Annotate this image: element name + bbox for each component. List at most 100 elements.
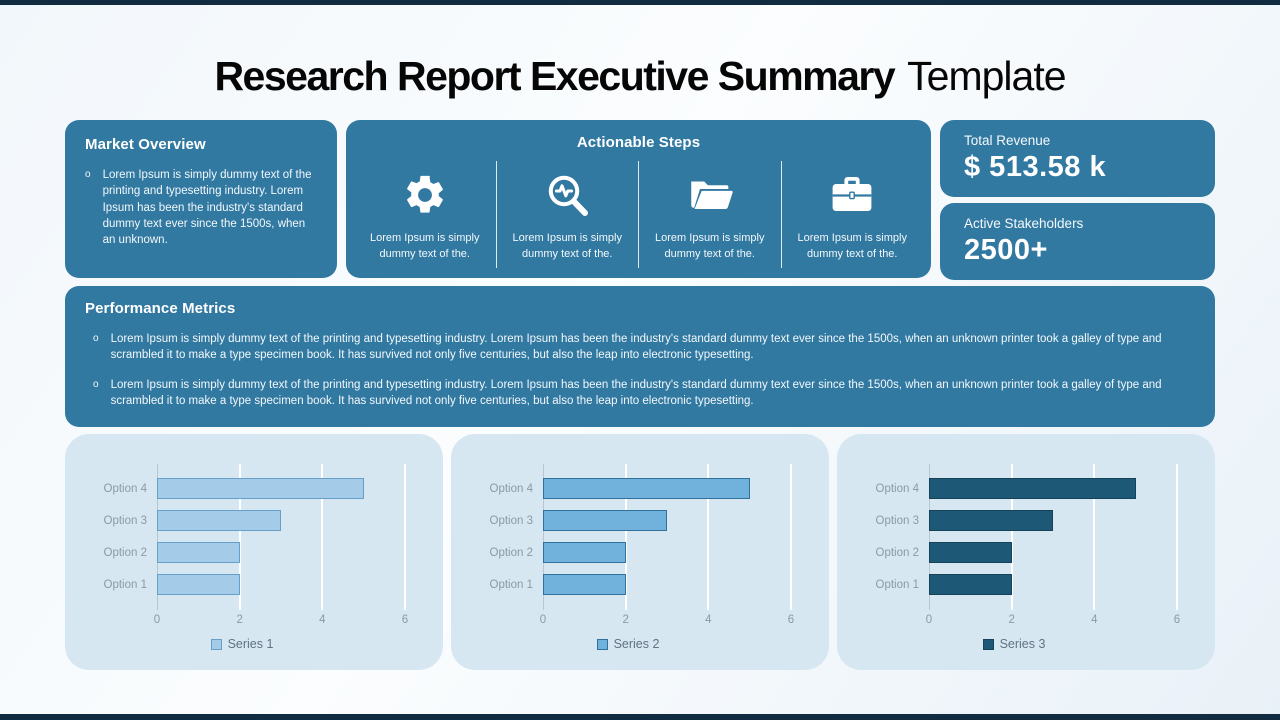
top-edge-bar bbox=[0, 0, 1280, 5]
page-title-suffix: Template bbox=[907, 53, 1066, 99]
bottom-edge-bar bbox=[0, 714, 1280, 720]
category-label: Option 2 bbox=[489, 547, 533, 559]
bullet-marker: o bbox=[93, 333, 99, 344]
tick-label: 0 bbox=[539, 614, 547, 626]
tick-label: 0 bbox=[153, 614, 161, 626]
bar-track bbox=[543, 505, 791, 537]
tick-label: 6 bbox=[401, 614, 409, 626]
x-axis-ticks: 0 2 4 6 bbox=[153, 610, 409, 630]
bullet-marker: o bbox=[93, 378, 99, 390]
category-label: Option 4 bbox=[103, 483, 147, 495]
bar bbox=[157, 478, 364, 499]
gear-icon bbox=[402, 169, 448, 221]
open-folder-icon bbox=[685, 169, 735, 221]
gridline bbox=[624, 464, 627, 610]
tick-label: 2 bbox=[622, 614, 629, 626]
performance-metrics-heading: Performance Metrics bbox=[85, 300, 236, 317]
tick-label: 6 bbox=[1173, 614, 1181, 626]
kpi-label: Total Revenue bbox=[964, 133, 1051, 148]
total-revenue-card: Total Revenue $ 513.58 k bbox=[940, 120, 1215, 197]
legend-label: Series 1 bbox=[227, 637, 274, 651]
bar-track bbox=[543, 569, 791, 601]
chart-legend: Series 2 bbox=[465, 632, 791, 656]
bar bbox=[929, 510, 1053, 531]
bar-track bbox=[157, 473, 405, 505]
bar bbox=[929, 574, 1012, 595]
performance-metrics-card: Performance Metrics o Lorem Ipsum is sim… bbox=[65, 286, 1215, 427]
bar-track bbox=[157, 537, 405, 569]
bar bbox=[157, 510, 281, 531]
y-axis-line bbox=[543, 464, 544, 610]
briefcase-icon bbox=[828, 169, 876, 221]
step-text: Lorem Ipsum is simply dummy text of the. bbox=[655, 232, 765, 260]
chart-card: Option 4 Option 3 Option 2 Option 1 0 2 4 6 Se… bbox=[837, 434, 1215, 670]
y-axis-line bbox=[929, 464, 930, 610]
tick-label: 2 bbox=[236, 614, 243, 626]
active-stakeholders-card: Active Stakeholders 2500+ bbox=[940, 203, 1215, 280]
bar-track bbox=[543, 537, 791, 569]
step-text: Lorem Ipsum is simply dummy text of the. bbox=[797, 232, 907, 260]
performance-metrics-text: Lorem Ipsum is simply dummy text of the … bbox=[110, 333, 1162, 362]
gridline bbox=[238, 464, 241, 610]
bar-track bbox=[157, 505, 405, 537]
tick-label: 4 bbox=[705, 614, 712, 626]
category-label: Option 1 bbox=[489, 579, 533, 591]
bar bbox=[543, 510, 667, 531]
search-analytics-icon bbox=[543, 169, 591, 221]
gridline bbox=[1176, 464, 1178, 610]
legend-swatch bbox=[210, 638, 222, 650]
tick-label: 4 bbox=[319, 614, 326, 626]
tick-label: 0 bbox=[925, 614, 933, 626]
plot-wrap: Option 4 Option 3 Option 2 Option 1 bbox=[79, 464, 406, 610]
legend-swatch bbox=[982, 638, 994, 650]
gridline bbox=[707, 464, 710, 610]
step-text: Lorem Ipsum is simply dummy text of the. bbox=[512, 232, 622, 260]
top-row: Market Overview o Lorem Ipsum is simply … bbox=[65, 120, 1215, 280]
tick-label: 2 bbox=[1008, 614, 1015, 626]
actionable-steps-heading: Actionable Steps bbox=[576, 134, 701, 151]
kpi-column: Total Revenue $ 513.58 k Active Stakehol… bbox=[940, 120, 1215, 280]
x-axis-ticks: 0 2 4 6 bbox=[925, 610, 1181, 630]
gridline bbox=[790, 464, 792, 610]
category-label: Option 3 bbox=[875, 515, 919, 527]
bar-track bbox=[543, 473, 791, 505]
tick-label: 6 bbox=[787, 614, 795, 626]
bar-track bbox=[929, 569, 1177, 601]
page-title: Research Report Executive Summary Templat… bbox=[65, 53, 1215, 100]
plot-area bbox=[157, 464, 406, 610]
legend-label: Series 2 bbox=[613, 637, 660, 651]
category-label: Option 3 bbox=[103, 515, 147, 527]
gridline bbox=[321, 464, 324, 610]
kpi-value: 2500+ bbox=[964, 234, 1048, 266]
bar-track bbox=[929, 505, 1177, 537]
bar bbox=[157, 542, 240, 563]
actionable-steps-card: Actionable Steps Lorem Ipsum is simply d… bbox=[346, 120, 931, 278]
page-title-main: Research Report Executive Summary bbox=[214, 53, 895, 99]
kpi-value: $ 513.58 k bbox=[964, 151, 1107, 183]
chart-legend: Series 3 bbox=[851, 632, 1177, 656]
bar bbox=[543, 574, 626, 595]
plot-wrap: Option 4 Option 3 Option 2 Option 1 bbox=[851, 464, 1178, 610]
bar-track bbox=[157, 569, 405, 601]
bar-track bbox=[929, 537, 1177, 569]
tick-label: 4 bbox=[1091, 614, 1098, 626]
legend-swatch bbox=[596, 638, 608, 650]
slide: Research Report Executive Summary Templat… bbox=[0, 5, 1280, 714]
category-labels: Option 4 Option 3 Option 2 Option 1 bbox=[79, 464, 157, 610]
gridline bbox=[1010, 464, 1013, 610]
performance-metrics-bullet: o Lorem Ipsum is simply dummy text of th… bbox=[85, 331, 1187, 364]
bar bbox=[929, 542, 1012, 563]
chart-card: Option 4 Option 3 Option 2 Option 1 0 2 4 6 Se… bbox=[65, 434, 443, 670]
category-label: Option 2 bbox=[103, 547, 147, 559]
category-labels: Option 4 Option 3 Option 2 Option 1 bbox=[851, 464, 929, 610]
category-label: Option 4 bbox=[875, 483, 919, 495]
category-label: Option 2 bbox=[875, 547, 919, 559]
step-item: Lorem Ipsum is simply dummy text of the. bbox=[354, 161, 496, 268]
y-axis-line bbox=[157, 464, 158, 610]
bar bbox=[543, 478, 750, 499]
bar bbox=[157, 574, 240, 595]
bar bbox=[929, 478, 1136, 499]
category-label: Option 4 bbox=[489, 483, 533, 495]
category-label: Option 1 bbox=[103, 579, 147, 591]
market-overview-bullet: o Lorem Ipsum is simply dummy text of th… bbox=[85, 167, 317, 249]
